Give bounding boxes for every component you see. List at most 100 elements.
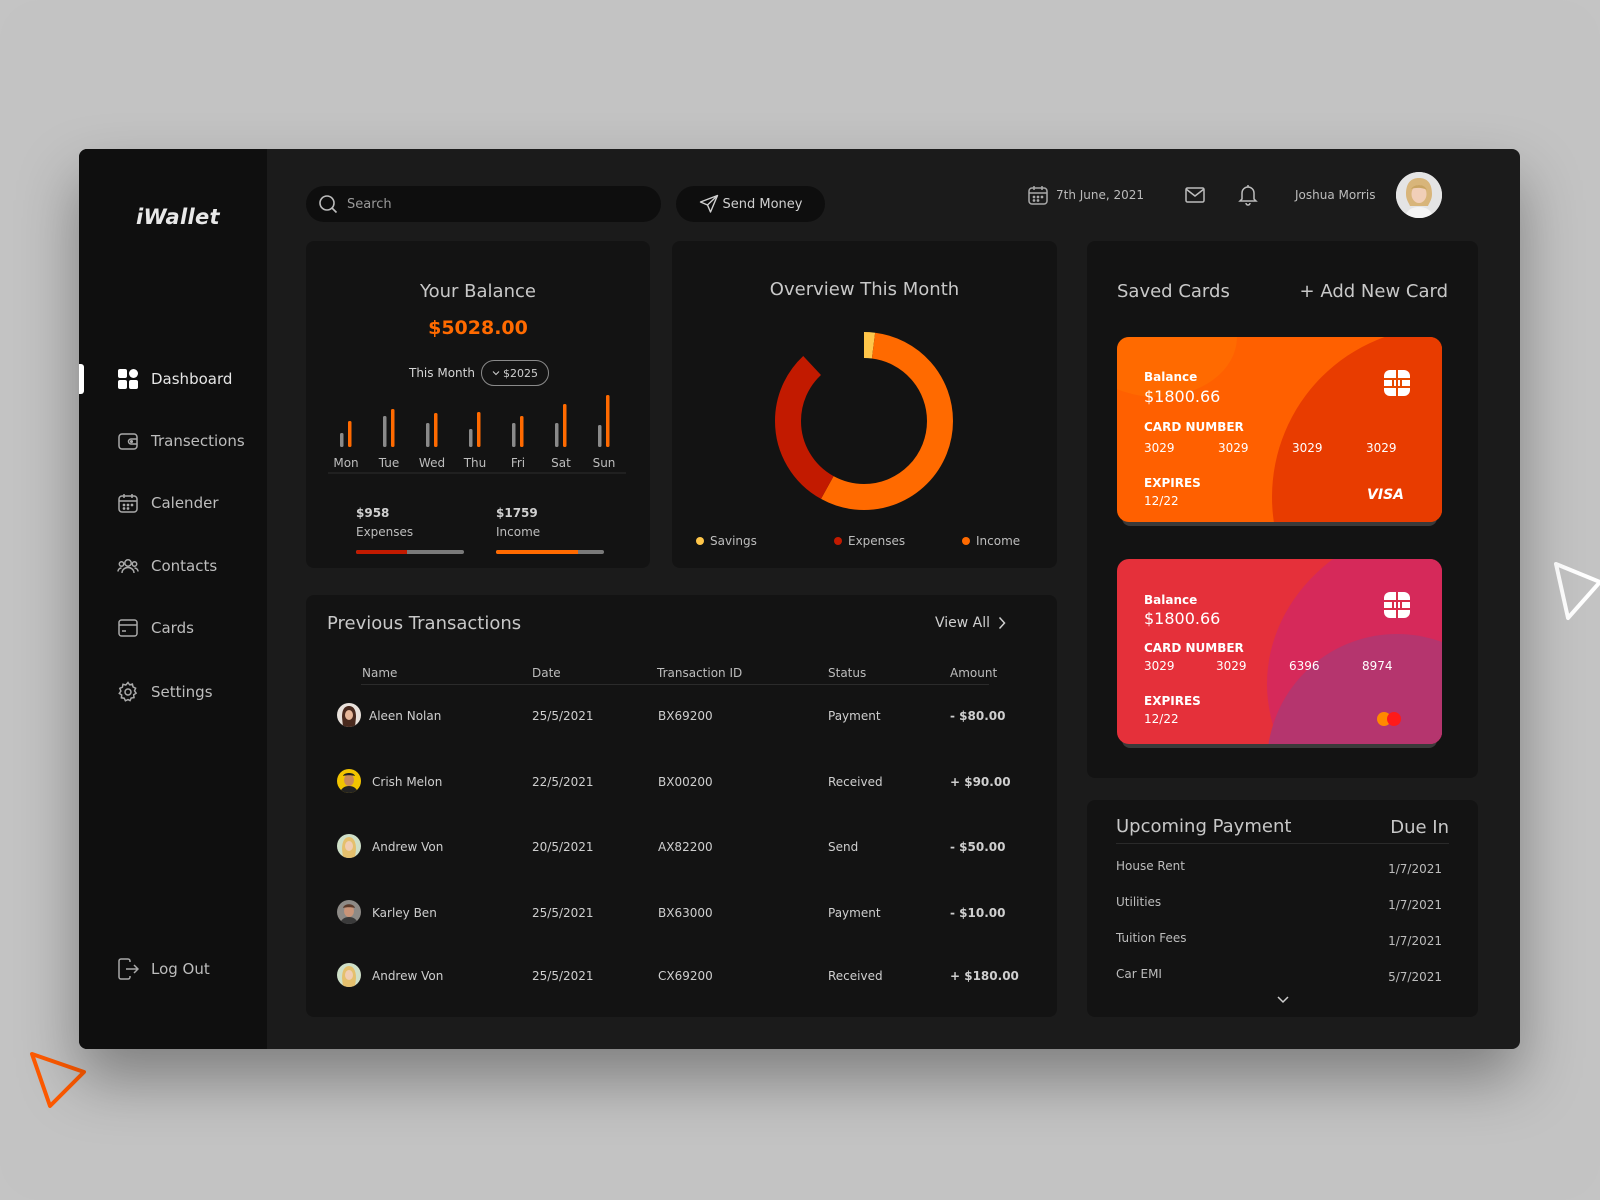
transaction-status: Send [828, 840, 859, 854]
legend-dot [696, 537, 704, 545]
sidebar-item-cards[interactable]: Cards [117, 614, 194, 642]
sidebar-item-label: Contacts [151, 557, 218, 575]
view-all-link[interactable]: View All [935, 615, 1006, 631]
sidebar-item-contacts[interactable]: Contacts [117, 552, 217, 580]
bar-fri-series-a [512, 423, 516, 447]
weekly-bar-chart: Mon Tue Wed Thu Fri Sat Sun [328, 395, 626, 474]
transaction-id: BX63000 [658, 906, 713, 920]
triangle-decoration-icon [1554, 562, 1600, 620]
column-header-name: Name [362, 666, 398, 680]
avatar [337, 834, 361, 858]
sidebar-item-label: Settings [151, 683, 213, 701]
upcoming-row[interactable]: House Rent 1/7/2021 [1116, 859, 1442, 876]
card-expires: 12/22 [1144, 712, 1179, 726]
payment-date: 1/7/2021 [1388, 898, 1442, 912]
transaction-date: 22/5/2021 [532, 775, 594, 789]
users-icon [117, 559, 139, 574]
send-money-button[interactable]: Send Money [676, 186, 825, 222]
view-all-label: View All [935, 615, 991, 631]
sidebar: iWallet Dashboard Transections Calender … [79, 149, 267, 1049]
transaction-amount: + $90.00 [950, 775, 1011, 789]
column-header-amount: Amount [950, 666, 998, 680]
transaction-id: CX69200 [658, 969, 713, 983]
bar-tue-series-a [383, 416, 387, 447]
mail-icon[interactable] [1184, 184, 1206, 206]
balance-title: Your Balance [420, 281, 536, 302]
transaction-name: Crish Melon [372, 775, 443, 789]
add-new-card-button[interactable]: + Add New Card [1299, 281, 1448, 302]
payment-name: Utilities [1116, 895, 1162, 909]
logout-label: Log Out [151, 960, 210, 978]
card-number-label: CARD NUMBER [1144, 420, 1244, 434]
payment-date: 1/7/2021 [1388, 862, 1442, 876]
chevron-down-icon [492, 371, 500, 376]
transaction-id: AX82200 [658, 840, 713, 854]
send-money-label: Send Money [722, 196, 803, 212]
transaction-amount: - $50.00 [950, 840, 1006, 854]
sidebar-item-calender[interactable]: Calender [117, 489, 219, 517]
table-row[interactable]: Karley Ben 25/5/2021 BX63000 Payment - $… [306, 897, 1057, 927]
period-dropdown[interactable]: $2025 [481, 360, 549, 386]
upcoming-title: Upcoming Payment [1116, 816, 1292, 837]
transaction-amount: - $80.00 [950, 709, 1006, 723]
tick-label: Wed [419, 456, 445, 470]
legend-label: Income [976, 534, 1021, 548]
card-shadow [1122, 518, 1437, 526]
card-number-group: 3029 [1216, 659, 1247, 673]
transaction-status: Payment [828, 906, 881, 920]
search-placeholder: Search [347, 196, 392, 212]
upcoming-row[interactable]: Tuition Fees 1/7/2021 [1116, 931, 1442, 948]
card-expires-label: EXPIRES [1144, 476, 1201, 490]
current-date[interactable]: 7th June, 2021 [1027, 184, 1144, 206]
balance-panel: Your Balance $5028.00 This Month $2025 M… [306, 241, 650, 568]
card-shadow [1122, 740, 1437, 748]
saved-card[interactable]: Balance $1800.66 CARD NUMBER 3029 3029 3… [1117, 337, 1442, 522]
logout-button[interactable]: Log Out [117, 955, 210, 983]
card-balance: $1800.66 [1144, 609, 1221, 628]
table-row[interactable]: Andrew Von 20/5/2021 AX82200 Send - $50.… [306, 831, 1057, 861]
chevron-down-icon[interactable] [1276, 995, 1290, 1005]
income-value: $1759 [496, 506, 538, 520]
avatar [337, 769, 361, 793]
donut-slice-income [775, 332, 953, 510]
upcoming-row[interactable]: Car EMI 5/7/2021 [1116, 967, 1442, 984]
visa-logo: VISA [1367, 487, 1404, 503]
legend-income: Income [962, 534, 1020, 548]
sidebar-item-label: Calender [151, 494, 219, 512]
avatar [337, 900, 361, 924]
income-progress [496, 550, 604, 554]
avatar [337, 963, 361, 987]
bar-sat-series-b [563, 404, 567, 447]
sidebar-item-settings[interactable]: Settings [117, 678, 213, 706]
tick-label: Sun [593, 456, 616, 470]
transaction-id: BX00200 [658, 775, 713, 789]
bar-tue-series-b [391, 409, 395, 447]
search-input[interactable]: Search [306, 186, 661, 222]
transaction-status: Received [828, 775, 883, 789]
bell-icon[interactable] [1237, 182, 1259, 206]
legend-dot [834, 537, 842, 545]
transaction-status: Payment [828, 709, 881, 723]
sidebar-item-transections[interactable]: Transections [117, 427, 245, 455]
table-row[interactable]: Crish Melon 22/5/2021 BX00200 Received +… [306, 766, 1057, 796]
send-icon [699, 194, 718, 213]
gear-icon [118, 681, 138, 702]
table-row[interactable]: Andrew Von 25/5/2021 CX69200 Received + … [306, 960, 1057, 990]
overview-panel: Overview This Month Savings Expenses Inc… [672, 241, 1057, 568]
card-chip-icon [1384, 592, 1410, 618]
card-balance-label: Balance [1144, 370, 1198, 384]
card-number-label: CARD NUMBER [1144, 641, 1244, 655]
legend-label: Expenses [848, 534, 906, 548]
upcoming-row[interactable]: Utilities 1/7/2021 [1116, 895, 1442, 912]
card-number-group: 3029 [1144, 441, 1175, 455]
transaction-date: 20/5/2021 [532, 840, 594, 854]
table-row[interactable]: Aleen Nolan 25/5/2021 BX69200 Payment - … [306, 700, 1057, 730]
bar-thu-series-b [477, 412, 481, 447]
avatar[interactable] [1396, 172, 1442, 218]
tick-label: Mon [333, 456, 358, 470]
income-label: Income [496, 525, 541, 539]
expenses-value: $958 [356, 506, 390, 520]
sidebar-item-dashboard[interactable]: Dashboard [117, 365, 232, 393]
saved-card[interactable]: Balance $1800.66 CARD NUMBER 3029 3029 6… [1117, 559, 1442, 744]
app-logo: iWallet [136, 205, 220, 229]
